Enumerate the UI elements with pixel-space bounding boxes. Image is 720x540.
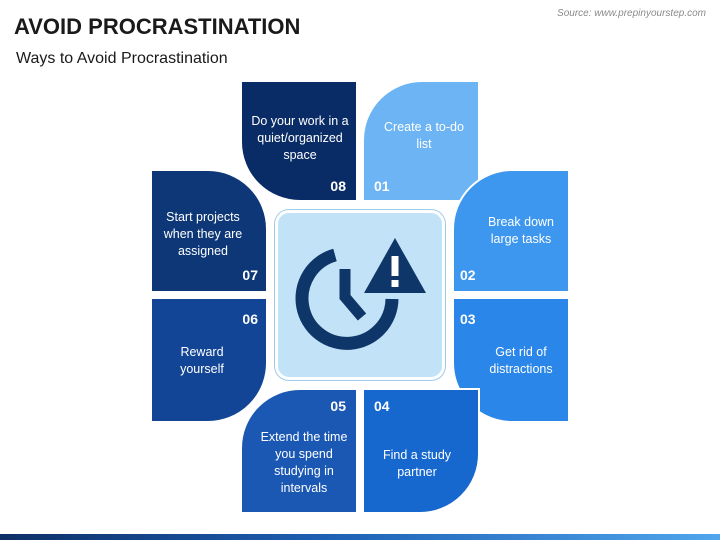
step-07-petal: Start projects when they are assigned 07 (150, 169, 268, 293)
step-03-text: Get rid of distractions (489, 345, 553, 376)
step-04-number: 04 (374, 398, 390, 414)
source-credit: Source: www.prepinyourstep.com (557, 8, 706, 19)
step-07-number: 07 (242, 267, 258, 283)
center-icon-box (275, 210, 445, 380)
step-06-number: 06 (242, 311, 258, 327)
step-01-number: 01 (374, 178, 390, 194)
step-05-text: Extend the time you spend studying in in… (260, 430, 348, 495)
step-01-text: Create a to-do list (384, 120, 464, 151)
step-02-petal: Break down large tasks 02 (452, 169, 570, 293)
step-08-text: Do your work in a quiet/organized space (251, 113, 349, 162)
page-title: AVOID PROCRASTINATION (14, 14, 301, 39)
step-03-number: 03 (460, 311, 476, 327)
step-02-number: 02 (460, 267, 476, 283)
step-06-text: Reward yourself (180, 345, 224, 376)
step-08-number: 08 (330, 178, 346, 194)
step-04-petal: Find a study partner 04 (362, 388, 480, 514)
step-08-petal: Do your work in a quiet/organized space … (240, 80, 358, 202)
step-02-text: Break down large tasks (487, 215, 554, 246)
clock-warning-icon (295, 238, 426, 350)
step-05-number: 05 (330, 398, 346, 414)
step-06-petal: Reward yourself 06 (150, 297, 268, 423)
step-05-petal: Extend the time you spend studying in in… (240, 388, 358, 514)
page-subtitle: Ways to Avoid Procrastination (16, 50, 228, 67)
step-04-text: Find a study partner (382, 448, 452, 479)
step-01-petal: Create a to-do list 01 (362, 80, 480, 202)
bottom-accent-bar (0, 534, 720, 540)
step-07-text: Start projects when they are assigned (163, 209, 243, 258)
